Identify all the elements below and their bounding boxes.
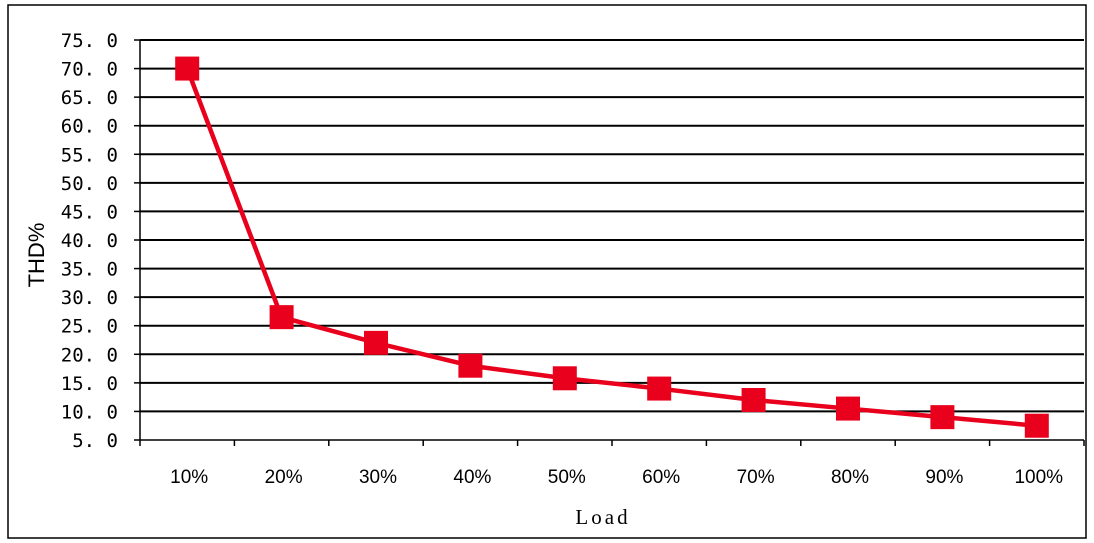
- y-tick-label: 70. 0: [61, 59, 118, 81]
- y-tick-label: 45. 0: [61, 201, 118, 223]
- y-tick-label: 20. 0: [61, 344, 118, 366]
- series-thd: [175, 56, 1049, 438]
- x-tick-label: 60%: [642, 467, 680, 488]
- y-tick-label: 5. 0: [72, 430, 118, 452]
- chart-frame: [7, 4, 1087, 539]
- y-tick-label: 65. 0: [61, 87, 118, 109]
- x-tick-label: 10%: [170, 467, 208, 488]
- y-tick-label: 15. 0: [61, 373, 118, 395]
- data-point: [458, 353, 483, 378]
- data-point: [364, 330, 388, 355]
- y-tick-labels: 5. 0 10. 0 15. 0 20. 0 25. 0 30. 0 35. 0 40. 0 4…: [61, 30, 118, 452]
- x-tick-label: 70%: [737, 467, 775, 488]
- x-tick-label: 100%: [1014, 467, 1063, 488]
- y-tick-label: 10. 0: [61, 401, 118, 423]
- data-point: [741, 388, 766, 412]
- data-point: [836, 396, 860, 421]
- x-axis-title: Load: [575, 505, 630, 529]
- x-tick-labels: 10% 20% 30% 40% 50% 60% 70% 80% 90% 100%: [170, 467, 1063, 488]
- x-tick-label: 20%: [265, 467, 303, 488]
- gridlines: [140, 39, 1084, 413]
- y-tick-label: 40. 0: [61, 230, 118, 252]
- axes: [134, 39, 1085, 446]
- x-tick-label: 30%: [359, 467, 397, 488]
- y-tick-label: 50. 0: [61, 173, 118, 195]
- y-tick-label: 75. 0: [61, 30, 118, 52]
- y-axis-title: THD%: [24, 223, 49, 288]
- y-tick-label: 60. 0: [61, 116, 118, 138]
- data-point: [930, 405, 955, 430]
- data-point: [1024, 413, 1049, 438]
- data-point: [647, 376, 672, 401]
- y-tick-label: 55. 0: [61, 144, 118, 166]
- data-point: [175, 56, 200, 81]
- series-line: [185, 67, 1038, 428]
- y-tick-label: 35. 0: [61, 259, 118, 281]
- x-tick-label: 90%: [925, 467, 963, 488]
- x-tick-label: 50%: [548, 467, 586, 488]
- data-point: [269, 305, 294, 330]
- x-tick-label: 40%: [453, 467, 491, 488]
- data-point: [552, 366, 577, 391]
- x-tick-label: 80%: [831, 467, 869, 488]
- y-tick-label: 30. 0: [61, 287, 118, 309]
- y-tick-label: 25. 0: [61, 316, 118, 338]
